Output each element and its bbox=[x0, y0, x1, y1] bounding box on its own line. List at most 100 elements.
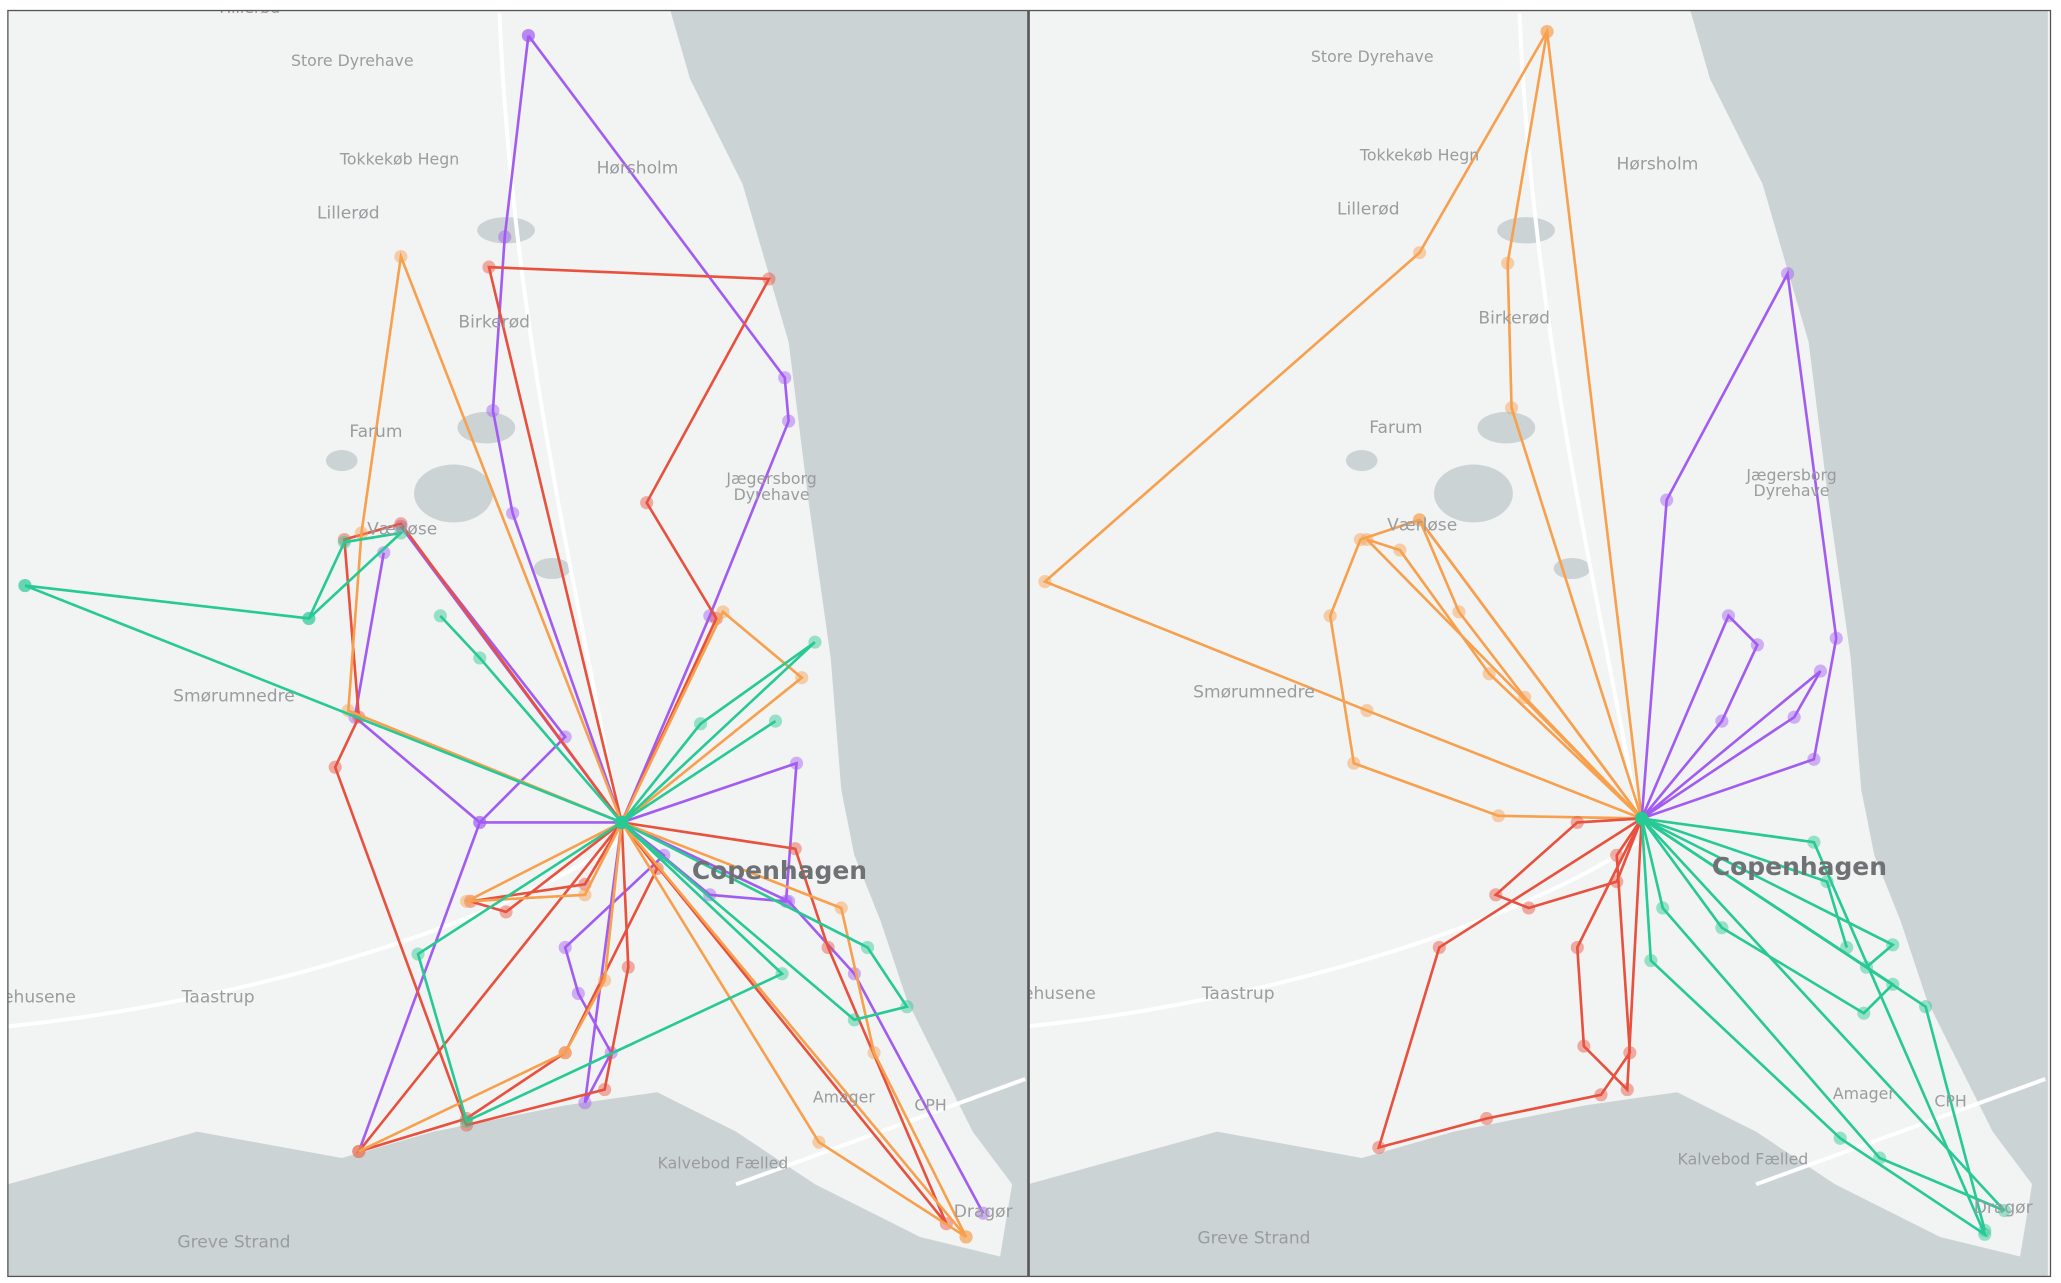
place-label: Taastrup bbox=[1201, 984, 1275, 1004]
stop bbox=[762, 272, 776, 286]
place-label: CPH bbox=[914, 1096, 946, 1115]
stop bbox=[1715, 921, 1729, 935]
stop bbox=[621, 960, 635, 974]
stop bbox=[821, 940, 835, 955]
right-map: Hillerød Store Dyrehave Tokkekøb Hegn Hørsh… bbox=[1023, 10, 2050, 1277]
stop bbox=[789, 756, 804, 770]
stop bbox=[1787, 710, 1801, 724]
stop bbox=[1347, 756, 1361, 770]
stop bbox=[18, 578, 32, 593]
stop bbox=[1491, 809, 1506, 823]
route bbox=[1640, 269, 1838, 820]
stop bbox=[775, 967, 789, 981]
route bbox=[1575, 817, 1644, 1093]
stop bbox=[1620, 1082, 1634, 1097]
stop bbox=[571, 986, 585, 1001]
stop bbox=[1360, 704, 1374, 718]
stop bbox=[1480, 1111, 1494, 1126]
route bbox=[346, 251, 623, 824]
stop bbox=[394, 250, 408, 264]
stop bbox=[782, 414, 796, 428]
place-label: Taastrup bbox=[181, 988, 255, 1008]
stop bbox=[433, 609, 447, 623]
route bbox=[24, 530, 405, 620]
stop bbox=[1501, 256, 1515, 270]
route bbox=[1376, 817, 1643, 1150]
south-water bbox=[7, 1092, 1028, 1277]
stop bbox=[1715, 714, 1729, 728]
stop bbox=[1857, 1006, 1871, 1020]
route bbox=[355, 821, 659, 1154]
stop bbox=[959, 1230, 973, 1244]
road bbox=[7, 13, 1026, 1187]
route bbox=[439, 614, 910, 1022]
place-label: Tokkekøb Hegn bbox=[339, 149, 459, 168]
route bbox=[1638, 613, 1822, 823]
lake bbox=[1497, 217, 1555, 244]
stop bbox=[1813, 664, 1828, 678]
stop bbox=[650, 861, 664, 876]
stop bbox=[1978, 1223, 1992, 1237]
lake bbox=[325, 450, 358, 472]
sea bbox=[1690, 10, 2048, 1264]
stop bbox=[411, 947, 425, 961]
stop bbox=[352, 1144, 366, 1158]
place-label: ehusene bbox=[1023, 984, 1096, 1004]
stop bbox=[1452, 605, 1466, 619]
stop bbox=[808, 635, 822, 649]
place-label: Hørsholm bbox=[1617, 155, 1699, 175]
stop bbox=[1886, 938, 1900, 952]
place-label: Dyrehave bbox=[734, 485, 810, 504]
stop bbox=[302, 611, 316, 626]
stop bbox=[1840, 940, 1854, 955]
stop bbox=[694, 717, 708, 731]
route bbox=[416, 720, 785, 1123]
stop bbox=[1594, 1088, 1608, 1102]
stop bbox=[860, 940, 875, 955]
place-label: Copenhagen bbox=[692, 856, 867, 885]
stop bbox=[812, 1135, 826, 1149]
route bbox=[487, 265, 772, 823]
place-label: CPH bbox=[1934, 1092, 1966, 1111]
stop bbox=[1820, 875, 1834, 889]
stop bbox=[716, 605, 730, 619]
place-label: Store Dyrehave bbox=[1311, 47, 1434, 66]
place-label: Birkerød bbox=[1478, 309, 1550, 329]
place-label: Jægersborg bbox=[1745, 465, 1836, 484]
stop bbox=[499, 905, 513, 919]
left-frame bbox=[7, 9, 1029, 1278]
stop bbox=[394, 526, 408, 540]
route bbox=[333, 522, 630, 1127]
stop bbox=[1038, 575, 1052, 589]
stop bbox=[1518, 690, 1532, 705]
stop bbox=[521, 28, 535, 43]
stop bbox=[1781, 267, 1795, 281]
stop bbox=[1540, 25, 1554, 39]
route bbox=[491, 35, 623, 823]
lake bbox=[414, 464, 493, 523]
stop bbox=[1635, 811, 1649, 826]
place-label: Copenhagen bbox=[1712, 852, 1887, 881]
stop bbox=[1610, 875, 1624, 889]
place-label: Hillerød bbox=[219, 0, 280, 17]
route bbox=[24, 584, 816, 824]
stop bbox=[847, 1013, 861, 1027]
place-label: Amager bbox=[813, 1088, 875, 1107]
stop bbox=[900, 1000, 914, 1014]
left-map: Hillerød Store Dyrehave Tokkekøb Hegn Hørsh… bbox=[7, 0, 1028, 1277]
place-label: Lillerød bbox=[1337, 199, 1400, 219]
place-label: Dragør bbox=[954, 1202, 1014, 1222]
stop bbox=[473, 815, 487, 830]
lake bbox=[1434, 464, 1513, 523]
stop bbox=[1644, 954, 1658, 968]
place-label: Store Dyrehave bbox=[291, 51, 414, 70]
stop bbox=[1489, 888, 1503, 902]
stop bbox=[1360, 532, 1374, 547]
stop bbox=[598, 973, 612, 987]
lake bbox=[1345, 450, 1378, 472]
stop bbox=[302, 611, 316, 626]
stop bbox=[460, 1118, 474, 1132]
stop bbox=[1997, 1204, 2012, 1218]
place-label: Greve Strand bbox=[177, 1232, 290, 1252]
